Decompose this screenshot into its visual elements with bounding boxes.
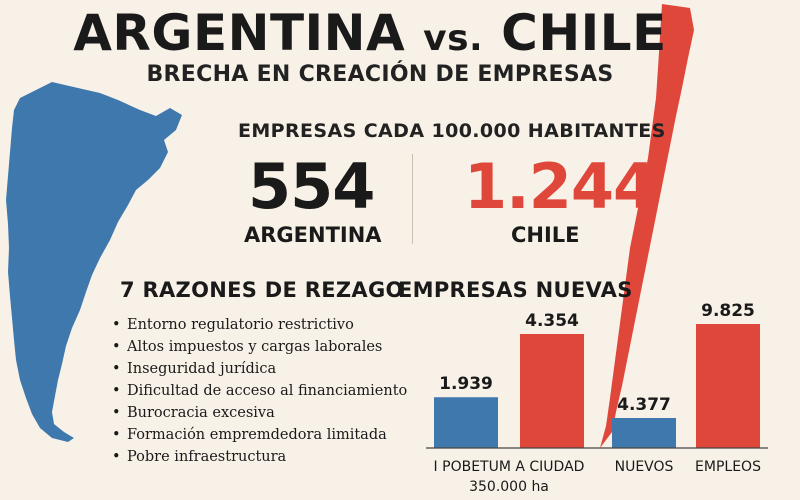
reason-text: Inseguridad jurídica [127, 361, 277, 377]
bullet-icon: • [112, 405, 121, 421]
reason-text: Formación empremdedora limitada [127, 427, 387, 443]
reason-text: Altos impuestos y cargas laborales [127, 339, 383, 355]
x-tick-label: 350.000 ha [469, 479, 549, 495]
reason-text: Entorno regulatorio restrictivo [127, 317, 354, 333]
page-subtitle: BRECHA EN CREACIÓN DE EMPRESAS [146, 62, 614, 87]
title-chile: CHILE [501, 4, 667, 62]
reason-item: • Inseguridad jurídica [112, 358, 407, 380]
x-tick-label: I POBETUM A CIUDAD [434, 459, 585, 475]
chile-label: CHILE [511, 223, 580, 247]
reasons-heading: 7 RAZONES DE REZAGO [120, 278, 404, 302]
chile-metric-value: 1.244 [464, 150, 656, 223]
bar-1-0 [612, 418, 676, 448]
reason-item: • Entorno regulatorio restrictivo [112, 314, 407, 336]
reason-item: • Dificultad de acceso al financiamiento [112, 380, 407, 402]
bar-value-label: 4.377 [617, 395, 671, 415]
metric-title: EMPRESAS CADA 100.000 HABITANTES [238, 120, 666, 142]
bullet-icon: • [112, 427, 121, 443]
page-title: ARGENTINA vs. CHILE [0, 4, 740, 62]
title-argentina: ARGENTINA [73, 4, 406, 62]
reason-item: • Burocracia excesiva [112, 402, 407, 424]
chart-title: EMPRESAS NUEVAS [398, 278, 633, 302]
bar-value-label: 1.939 [439, 374, 493, 394]
title-vs: vs. [423, 18, 484, 59]
bar-value-label: 4.354 [525, 311, 579, 331]
reason-text: Pobre infraestructura [127, 449, 287, 465]
argentina-silhouette [6, 82, 182, 442]
bullet-icon: • [112, 317, 121, 333]
argentina-label: ARGENTINA [244, 223, 382, 247]
reason-item: • Altos impuestos y cargas laborales [112, 336, 407, 358]
reasons-list: • Entorno regulatorio restrictivo • Altos … [112, 314, 407, 468]
bar-2-0 [696, 324, 760, 448]
argentina-map-icon [6, 82, 182, 442]
bullet-icon: • [112, 361, 121, 377]
bar-value-label: 9.825 [701, 301, 755, 321]
bar-0-0 [434, 397, 498, 448]
reason-item: • Pobre infraestructura [112, 446, 407, 468]
bar-0-1 [520, 334, 584, 448]
metric-divider [412, 154, 413, 244]
x-tick-label: EMPLEOS [695, 459, 761, 475]
argentina-metric-value: 554 [248, 150, 375, 223]
bullet-icon: • [112, 449, 121, 465]
chile-silhouette [600, 4, 694, 448]
reason-text: Dificultad de acceso al financiamiento [127, 383, 408, 399]
x-tick-label: NUEVOS [615, 459, 674, 475]
reason-text: Burocracia excesiva [127, 405, 275, 421]
bullet-icon: • [112, 383, 121, 399]
reason-item: • Formación empremdedora limitada [112, 424, 407, 446]
bullet-icon: • [112, 339, 121, 355]
